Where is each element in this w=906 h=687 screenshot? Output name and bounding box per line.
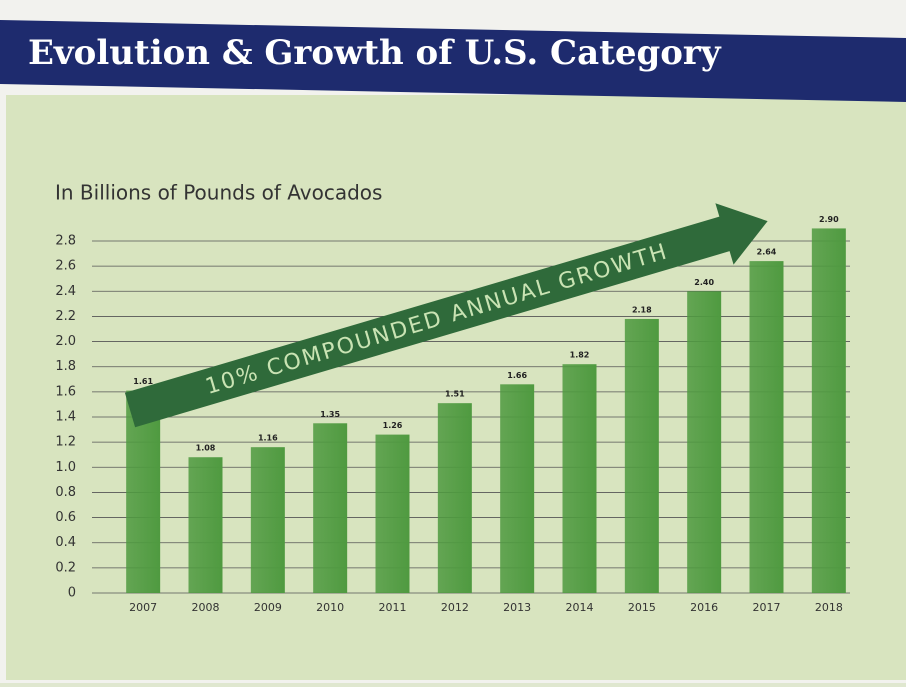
chart-subtitle: In Billions of Pounds of Avocados [55, 181, 382, 205]
value-label: 1.66 [507, 371, 527, 380]
x-tick-label: 2017 [753, 601, 781, 614]
x-tick-label: 2010 [316, 601, 344, 614]
y-tick-label: 0.4 [55, 535, 76, 550]
y-tick-label: 1.0 [55, 460, 76, 475]
y-tick-label: 0.6 [55, 510, 76, 525]
y-tick-label: 2.4 [55, 284, 76, 299]
value-label: 2.64 [757, 248, 777, 257]
x-tick-label: 2016 [690, 601, 718, 614]
y-tick-label: 2.0 [55, 334, 76, 349]
y-tick-label: 2.6 [55, 259, 76, 274]
bar [251, 447, 285, 593]
y-tick-label: 1.2 [55, 435, 76, 450]
bar [500, 384, 534, 593]
value-label: 1.51 [445, 390, 465, 399]
x-tick-label: 2007 [129, 601, 157, 614]
value-label: 2.40 [694, 278, 714, 287]
bar [438, 403, 472, 593]
y-tick-label: 0.8 [55, 485, 76, 500]
y-tick-label: 2.2 [55, 309, 76, 324]
y-tick-label: 2.8 [55, 234, 76, 249]
chart: Evolution & Growth of U.S. Category In B… [0, 0, 906, 683]
bar [313, 423, 347, 593]
bar [750, 261, 784, 593]
bar [812, 228, 846, 593]
bar [563, 364, 597, 593]
bar [189, 457, 223, 593]
value-label: 1.82 [570, 351, 590, 360]
x-tick-label: 2015 [628, 601, 656, 614]
value-label: 2.18 [632, 305, 652, 314]
x-tick-label: 2018 [815, 601, 843, 614]
x-tick-label: 2009 [254, 601, 282, 614]
value-label: 1.16 [258, 434, 278, 443]
y-tick-label: 0 [68, 586, 76, 601]
bar [625, 319, 659, 593]
x-tick-label: 2012 [441, 601, 469, 614]
x-tick-label: 2011 [379, 601, 407, 614]
y-tick-label: 1.8 [55, 359, 76, 374]
value-label: 1.61 [133, 377, 153, 386]
bar [687, 291, 721, 593]
bar [376, 435, 410, 593]
y-tick-label: 1.4 [55, 410, 76, 425]
value-label: 1.35 [320, 410, 340, 419]
value-label: 1.08 [196, 444, 216, 453]
x-tick-label: 2014 [566, 601, 594, 614]
value-label: 1.26 [383, 421, 403, 430]
value-label: 2.90 [819, 215, 839, 224]
chart-title: Evolution & Growth of U.S. Category [28, 33, 722, 73]
x-tick-label: 2008 [192, 601, 220, 614]
y-tick-label: 1.6 [55, 384, 76, 399]
x-tick-label: 2013 [503, 601, 531, 614]
y-tick-label: 0.2 [55, 560, 76, 575]
